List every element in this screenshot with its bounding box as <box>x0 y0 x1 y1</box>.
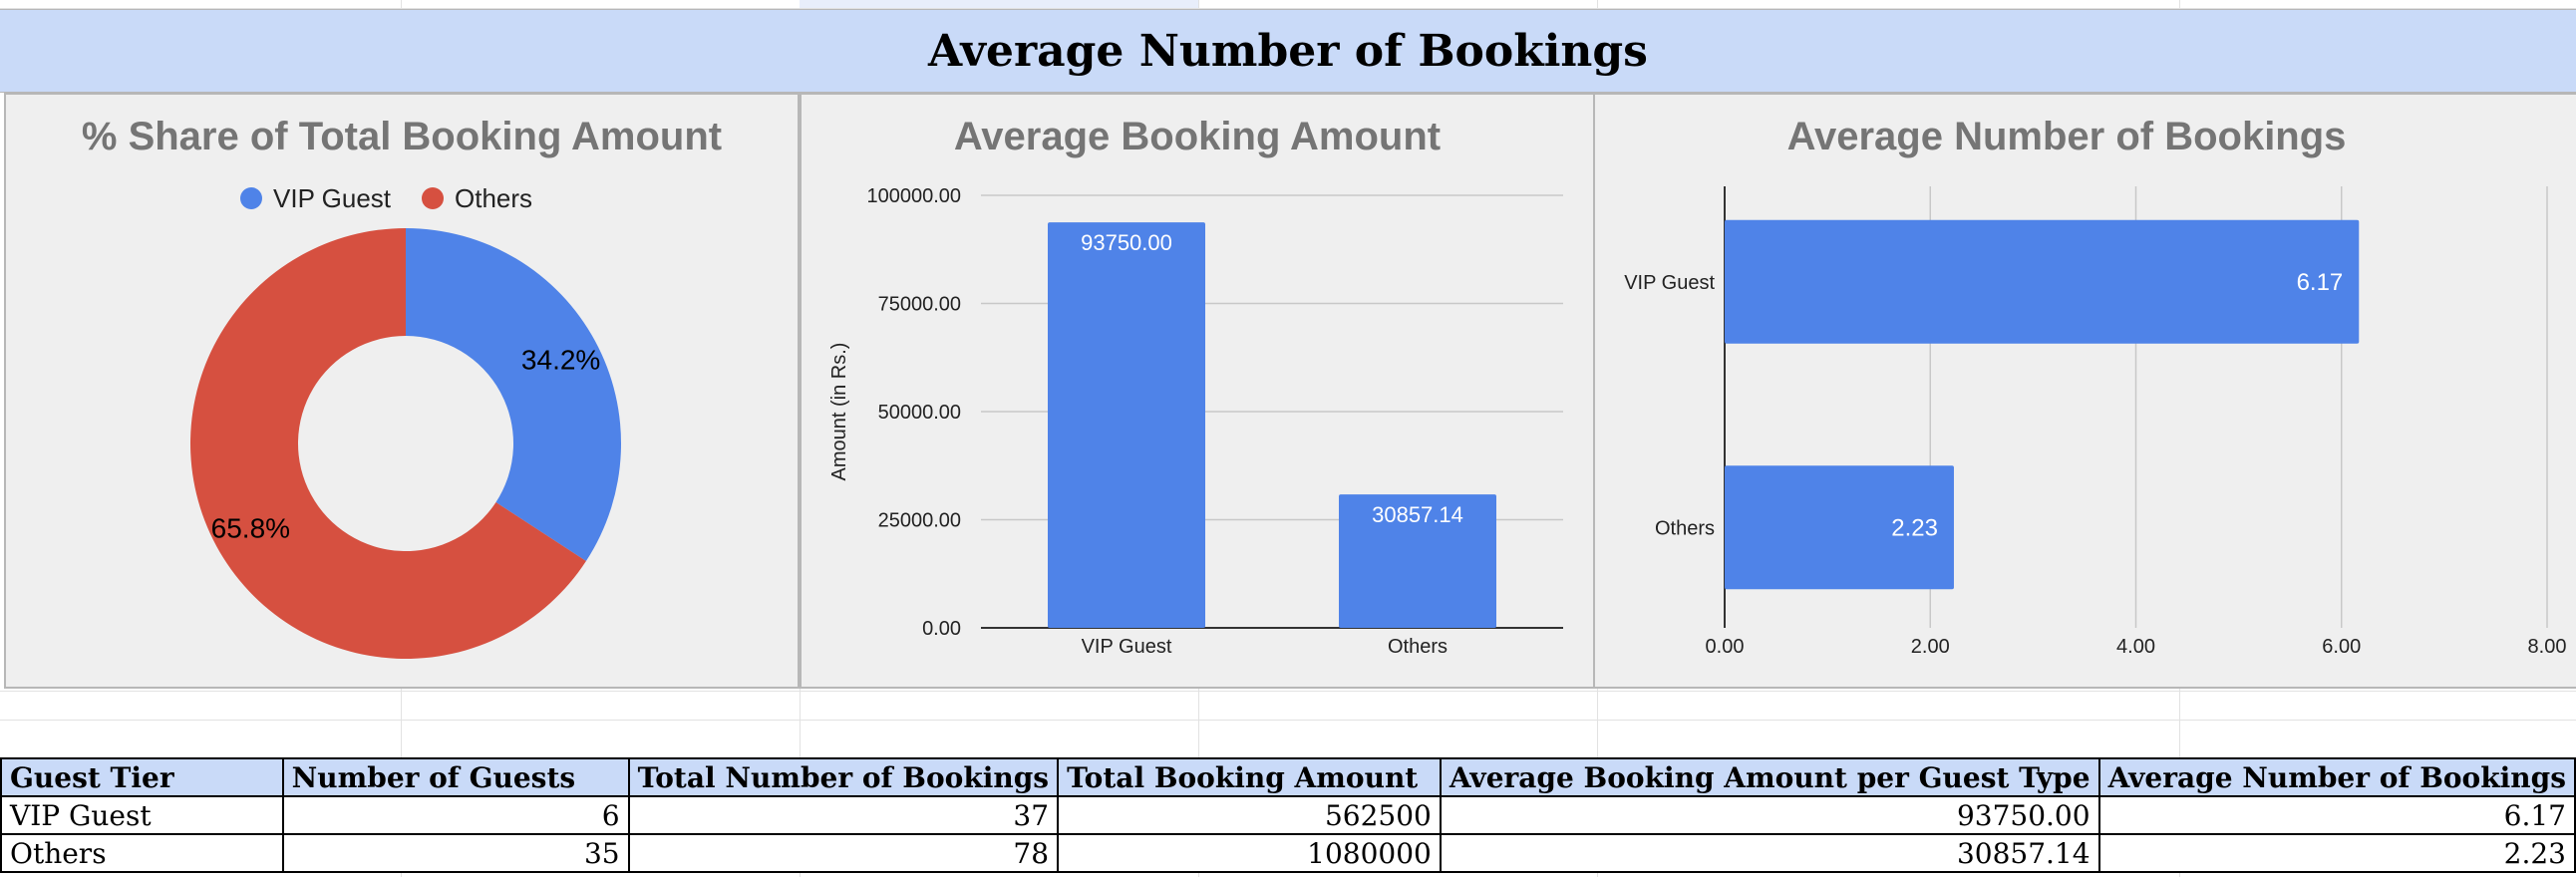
table-cell[interactable]: Others <box>0 833 284 873</box>
bar <box>1339 494 1496 628</box>
slice-label: 34.2% <box>521 345 600 376</box>
table-row: VIP Guest 6 37 562500 93750.00 6.17 <box>0 795 2576 835</box>
x-tick-label: 6.00 <box>2322 636 2361 658</box>
y-axis-label: Amount (in Rs.) <box>828 343 850 481</box>
hbar-chart-panel[interactable]: Average Number of Bookings 0.00 2.00 4.00 6… <box>1593 93 2576 689</box>
table-cell[interactable]: 1080000 <box>1057 833 1442 873</box>
table-header-cell[interactable]: Total Number of Bookings <box>627 757 1060 797</box>
donut-chart-panel[interactable]: % Share of Total Booking Amount VIP Gues… <box>4 93 800 689</box>
page-title: Average Number of Bookings <box>928 25 1648 77</box>
table-cell[interactable]: 562500 <box>1057 795 1442 835</box>
data-table-wrap: Guest Tier Number of Guests Total Number… <box>0 757 2576 873</box>
y-tick-label: 50000.00 <box>878 402 961 424</box>
table-header-cell[interactable]: Number of Guests <box>281 757 630 797</box>
x-tick-label: 0.00 <box>1706 636 1745 658</box>
y-tick-label: 100000.00 <box>866 185 961 207</box>
bar-chart-panel[interactable]: Average Booking Amount 0.00 25000.00 50000… <box>800 93 1595 689</box>
bar <box>1725 465 1954 590</box>
legend-swatch <box>422 187 444 209</box>
bar-data-label: 93750.00 <box>1081 230 1172 255</box>
donut-chart: VIP Guest Others 34.2% 65.8% <box>190 183 621 659</box>
x-tick-label: Others <box>1388 636 1448 658</box>
x-tick-label: 2.00 <box>1911 636 1950 658</box>
bar-data-label: 2.23 <box>1891 514 1938 541</box>
title-band: Average Number of Bookings <box>0 9 2576 93</box>
y-tick-label: 75000.00 <box>878 294 961 316</box>
data-table: Guest Tier Number of Guests Total Number… <box>0 757 2576 873</box>
table-cell[interactable]: 30857.14 <box>1439 833 2100 873</box>
table-cell[interactable]: 93750.00 <box>1439 795 2100 835</box>
bar-chart: 0.00 25000.00 50000.00 75000.00 100000.00 Amo… <box>828 185 1563 658</box>
table-cell[interactable]: 6.17 <box>2097 795 2576 835</box>
legend-swatch <box>240 187 262 209</box>
hbar-chart: 0.00 2.00 4.00 6.00 8.00 6.17 VIP Guest 2.23 Oth… <box>1624 186 2567 658</box>
table-cell[interactable]: 78 <box>627 833 1060 873</box>
bar-data-label: 6.17 <box>2297 269 2344 296</box>
x-tick-label: VIP Guest <box>1082 636 1172 658</box>
table-cell[interactable]: 37 <box>627 795 1060 835</box>
legend-label: VIP Guest <box>273 183 392 213</box>
table-header-cell[interactable]: Average Number of Bookings <box>2097 757 2576 797</box>
bar <box>1048 222 1205 628</box>
legend-label: Others <box>455 183 532 213</box>
table-header-cell[interactable]: Average Booking Amount per Guest Type <box>1439 757 2100 797</box>
hbar-chart-title: Average Number of Bookings <box>1786 115 2347 158</box>
y-tick-label: VIP Guest <box>1624 272 1715 294</box>
donut-slice <box>190 228 586 659</box>
x-tick-label: 4.00 <box>2116 636 2155 658</box>
y-tick-label: 0.00 <box>922 618 961 640</box>
table-cell[interactable]: 6 <box>281 795 630 835</box>
donut-slice <box>406 228 621 562</box>
table-row: Others 35 78 1080000 30857.14 2.23 <box>0 833 2576 873</box>
table-header-row: Guest Tier Number of Guests Total Number… <box>0 757 2576 797</box>
bar-data-label: 30857.14 <box>1372 502 1463 527</box>
table-cell[interactable]: 35 <box>281 833 630 873</box>
bar-chart-title: Average Booking Amount <box>953 115 1442 158</box>
table-header-cell[interactable]: Total Booking Amount <box>1057 757 1442 797</box>
x-tick-label: 8.00 <box>2528 636 2567 658</box>
slice-label: 65.8% <box>211 512 290 543</box>
y-tick-label: 25000.00 <box>878 510 961 532</box>
table-cell[interactable]: 2.23 <box>2097 833 2576 873</box>
table-cell[interactable]: VIP Guest <box>0 795 284 835</box>
bar <box>1725 219 2360 344</box>
table-header-cell[interactable]: Guest Tier <box>0 757 284 797</box>
y-tick-label: Others <box>1655 517 1715 539</box>
donut-chart-title: % Share of Total Booking Amount <box>81 115 723 158</box>
